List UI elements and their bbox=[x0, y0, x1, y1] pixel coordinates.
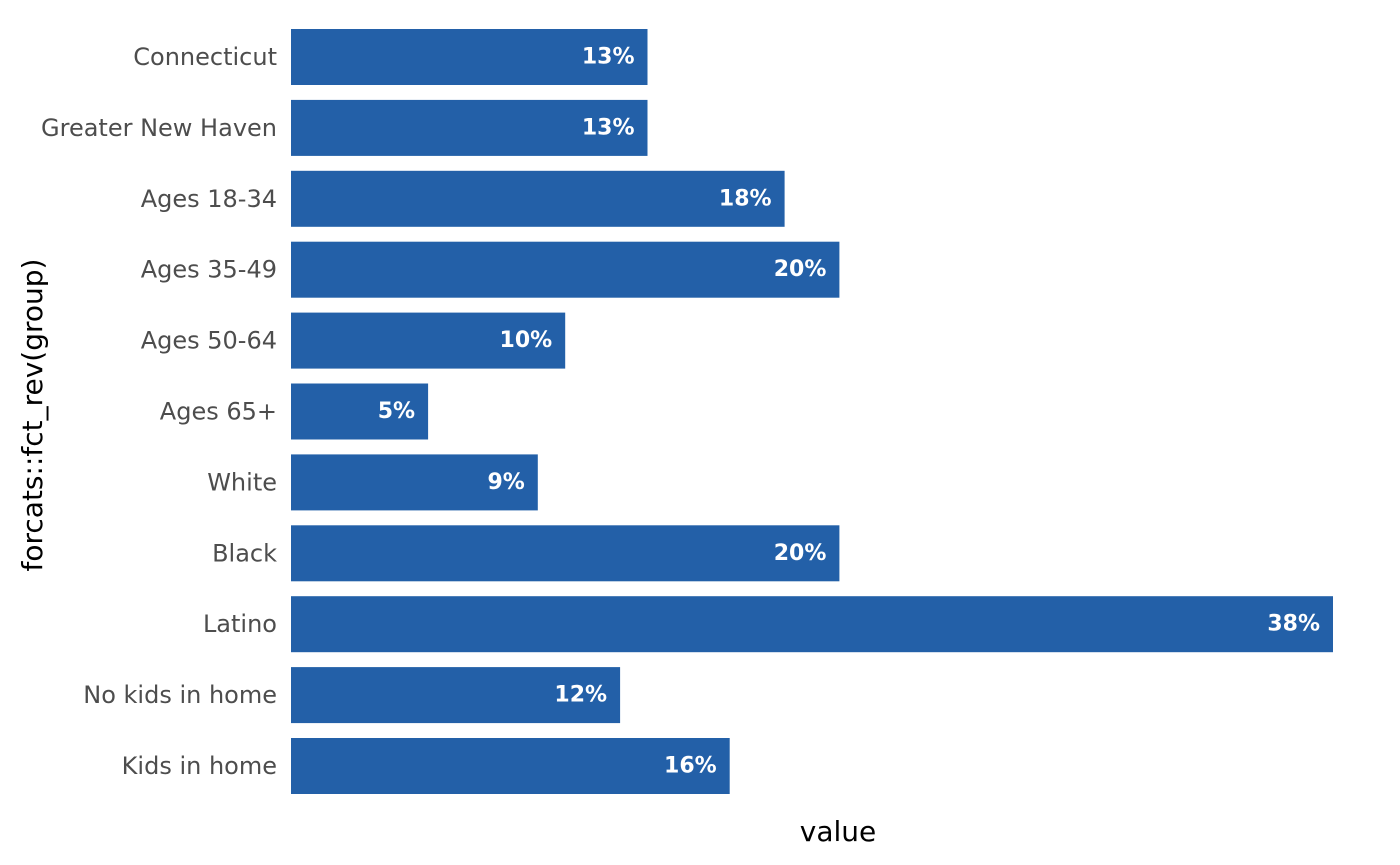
bar bbox=[291, 596, 1333, 653]
bar bbox=[291, 738, 730, 794]
category-label: Ages 65+ bbox=[160, 398, 277, 426]
bar bbox=[291, 170, 785, 227]
category-label: Ages 35-49 bbox=[141, 256, 277, 284]
data-label: 38% bbox=[1267, 612, 1320, 637]
bar bbox=[291, 525, 840, 582]
category-label: Black bbox=[212, 539, 277, 567]
bar bbox=[291, 312, 566, 369]
data-labels: 13% 13% 18% 20% 10% 5% 9% 20% 38% 12% 16% bbox=[378, 45, 1320, 779]
category-labels: Connecticut Greater New Haven Ages 18-34 Ag… bbox=[41, 43, 277, 780]
category-label: Greater New Haven bbox=[41, 114, 277, 142]
x-axis-title: value bbox=[800, 815, 876, 848]
category-label: Connecticut bbox=[133, 43, 277, 71]
data-label: 5% bbox=[378, 399, 415, 424]
bar bbox=[291, 99, 648, 156]
bar bbox=[291, 383, 429, 440]
category-label: Ages 50-64 bbox=[141, 327, 277, 355]
bar bbox=[291, 667, 621, 724]
data-label: 18% bbox=[719, 186, 772, 211]
y-axis-title: forcats::fct_rev(group) bbox=[16, 259, 49, 572]
bar bbox=[291, 241, 840, 298]
data-label: 13% bbox=[582, 115, 635, 140]
data-label: 16% bbox=[664, 754, 717, 779]
data-label: 9% bbox=[487, 470, 524, 495]
bar bbox=[291, 29, 648, 85]
category-label: White bbox=[207, 468, 277, 496]
data-label: 20% bbox=[774, 257, 827, 282]
data-label: 20% bbox=[774, 541, 827, 566]
category-label: Ages 18-34 bbox=[141, 185, 277, 213]
category-label: No kids in home bbox=[83, 681, 277, 709]
bars-layer bbox=[291, 29, 1333, 794]
bar bbox=[291, 454, 538, 511]
data-label: 12% bbox=[554, 683, 607, 708]
data-label: 13% bbox=[582, 45, 635, 70]
category-label: Latino bbox=[203, 610, 277, 638]
category-label: Kids in home bbox=[122, 752, 277, 780]
data-label: 10% bbox=[500, 328, 553, 353]
